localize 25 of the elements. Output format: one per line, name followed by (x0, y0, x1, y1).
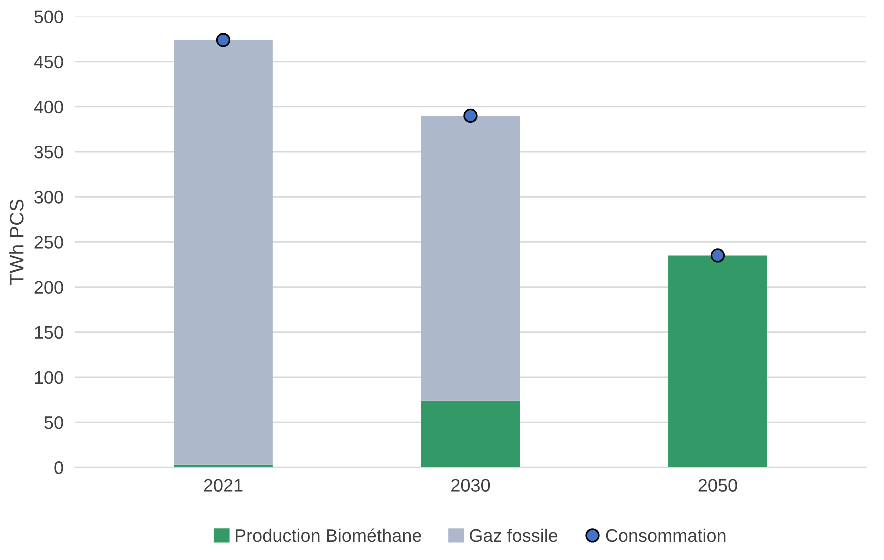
y-tick-label: 100 (35, 371, 64, 384)
x-tick-label: 2050 (698, 479, 738, 492)
bar (174, 40, 273, 465)
bar (421, 116, 520, 401)
y-tick-label: 50 (44, 416, 64, 430)
y-tick-label: 450 (34, 56, 64, 69)
legend-label: Gaz fossile (470, 528, 558, 542)
y-tick-label: 0 (54, 462, 64, 474)
y-tick-label: 300 (34, 191, 64, 204)
point (464, 108, 478, 124)
point (710, 248, 726, 263)
y-tick-label: 350 (34, 146, 64, 159)
y-tick-label: 500 (34, 10, 64, 24)
legend-label: Production Biométhane (236, 528, 422, 542)
point (216, 33, 231, 48)
legend-label: Consommation (606, 528, 726, 542)
y-axis-title: TWh PCS (10, 200, 24, 285)
y-tick-label: 150 (35, 326, 64, 340)
y-tick-label: 200 (34, 281, 64, 294)
bar (668, 256, 768, 468)
bar (421, 400, 520, 468)
x-tick-label: 2021 (204, 479, 243, 492)
y-tick-label: 250 (34, 236, 64, 249)
x-tick-label: 2030 (452, 479, 490, 492)
y-tick-label: 400 (34, 100, 64, 114)
